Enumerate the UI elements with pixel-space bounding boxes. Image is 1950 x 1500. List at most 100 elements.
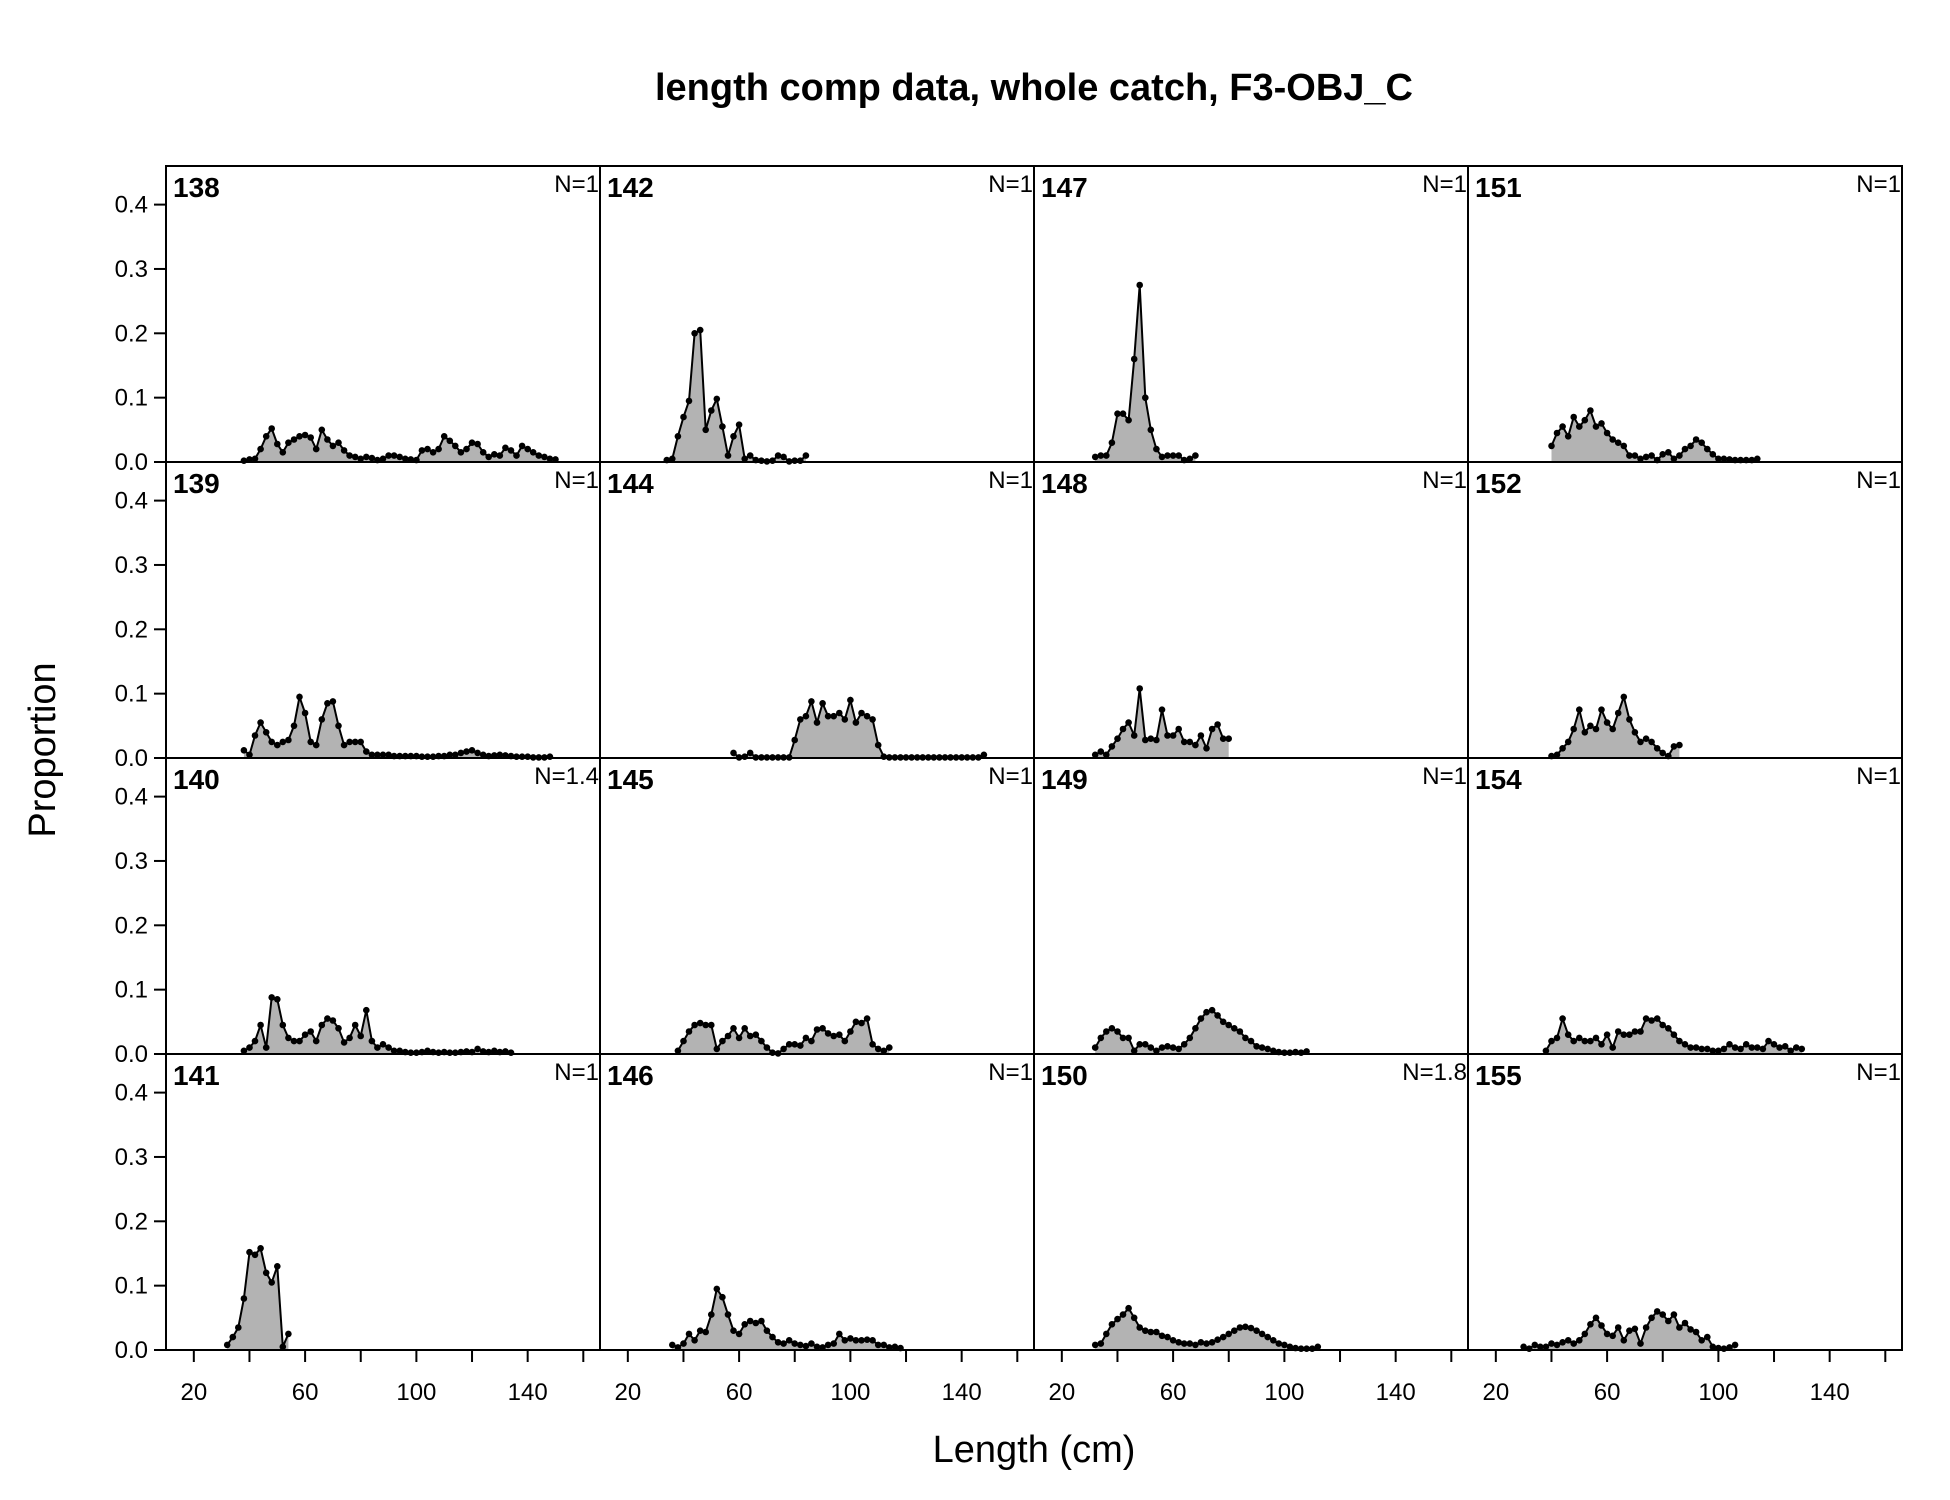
data-point: [396, 453, 404, 461]
data-point: [1247, 1324, 1255, 1332]
data-point: [791, 1041, 798, 1048]
data-point: [1164, 732, 1171, 739]
data-point: [1175, 452, 1182, 459]
panel-label: 138: [173, 172, 220, 203]
sample-size-label: N=1: [1856, 171, 1901, 198]
data-point: [1626, 1031, 1633, 1038]
data-point: [724, 452, 732, 459]
data-point: [329, 1017, 337, 1024]
data-point: [808, 1037, 815, 1045]
data-point: [240, 1047, 248, 1055]
data-point: [251, 732, 259, 739]
data-point: [290, 436, 298, 443]
x-tick-label: 20: [1048, 1379, 1075, 1406]
data-point: [1637, 1340, 1644, 1347]
data-point: [1665, 1317, 1672, 1325]
data-point: [1119, 725, 1127, 733]
data-point: [802, 452, 810, 459]
data-point: [285, 736, 292, 744]
data-point: [797, 1341, 804, 1349]
y-tick-label: 0.2: [115, 616, 148, 643]
data-point: [1665, 1025, 1672, 1032]
panel-label: 141: [173, 1060, 220, 1091]
panel-155: 155 N=1: [1467, 1053, 1903, 1352]
data-point: [858, 1337, 865, 1344]
data-point: [340, 1039, 348, 1046]
data-point: [402, 455, 409, 463]
data-point: [708, 1311, 715, 1318]
data-point: [296, 693, 303, 701]
data-point: [491, 451, 498, 458]
data-point: [1158, 1044, 1166, 1051]
data-point: [847, 696, 854, 704]
panel-148: 148 N=1: [1033, 461, 1469, 759]
data-point: [240, 747, 248, 754]
data-point: [385, 751, 392, 759]
data-point: [1715, 1047, 1722, 1055]
data-point: [685, 1330, 693, 1338]
data-point: [1742, 1041, 1750, 1048]
data-point: [1158, 453, 1166, 461]
panel-label: 144: [607, 468, 654, 499]
data-point: [863, 712, 871, 720]
data-point: [446, 437, 454, 445]
data-point: [1114, 1315, 1121, 1323]
data-point: [1570, 1340, 1577, 1347]
data-point: [1236, 1324, 1244, 1331]
data-point: [1214, 1012, 1221, 1019]
data-point: [1164, 1043, 1171, 1050]
data-point: [296, 1037, 303, 1045]
data-point: [1587, 407, 1594, 414]
data-point: [1103, 452, 1110, 459]
data-point: [1108, 1321, 1116, 1328]
panel-141: 141 N=1: [165, 1053, 601, 1351]
data-point: [1192, 452, 1199, 459]
x-tick-label: 140: [1810, 1379, 1850, 1406]
data-point: [335, 1025, 342, 1032]
data-point: [1258, 1044, 1266, 1051]
data-point: [1564, 1031, 1572, 1038]
area-fill: [1095, 1010, 1307, 1054]
data-point: [763, 1327, 771, 1334]
data-point: [1542, 1047, 1550, 1055]
data-point: [869, 1337, 876, 1344]
data-point: [758, 1317, 765, 1325]
data-point: [1091, 1341, 1099, 1349]
data-point: [468, 439, 476, 447]
data-point: [268, 738, 276, 746]
y-tick-label: 0.2: [115, 320, 148, 347]
data-point: [1754, 455, 1761, 463]
data-point: [1125, 1034, 1132, 1042]
data-point: [1169, 732, 1177, 739]
data-point: [1787, 1047, 1794, 1055]
data-point: [1609, 1044, 1616, 1051]
x-tick-label: 60: [1594, 1379, 1621, 1406]
data-point: [763, 1044, 771, 1051]
panel-frame: [599, 165, 1035, 463]
x-tick-label: 140: [1376, 1379, 1416, 1406]
data-point: [257, 445, 264, 453]
data-point: [1704, 1045, 1711, 1053]
data-point: [468, 747, 476, 754]
data-point: [1570, 725, 1577, 733]
data-point: [1715, 455, 1722, 463]
data-point: [307, 738, 315, 746]
data-point: [1097, 748, 1105, 755]
data-point: [1687, 1044, 1694, 1051]
y-tick-label: 0.4: [115, 488, 148, 515]
panel-frame: [1033, 1053, 1469, 1351]
sample-size-label: N=1: [988, 171, 1033, 198]
data-point: [1603, 1031, 1611, 1038]
panel-label: 148: [1041, 468, 1088, 499]
data-point: [251, 1251, 259, 1259]
data-point: [240, 1295, 248, 1302]
data-point: [1130, 732, 1138, 739]
data-point: [1570, 413, 1577, 421]
sample-size-label: N=1: [1422, 467, 1467, 494]
data-point: [863, 1336, 871, 1343]
data-point: [1653, 1015, 1661, 1022]
data-point: [257, 1245, 264, 1252]
data-point: [713, 1285, 721, 1293]
data-point: [1186, 1034, 1194, 1042]
data-point: [1709, 1343, 1717, 1351]
